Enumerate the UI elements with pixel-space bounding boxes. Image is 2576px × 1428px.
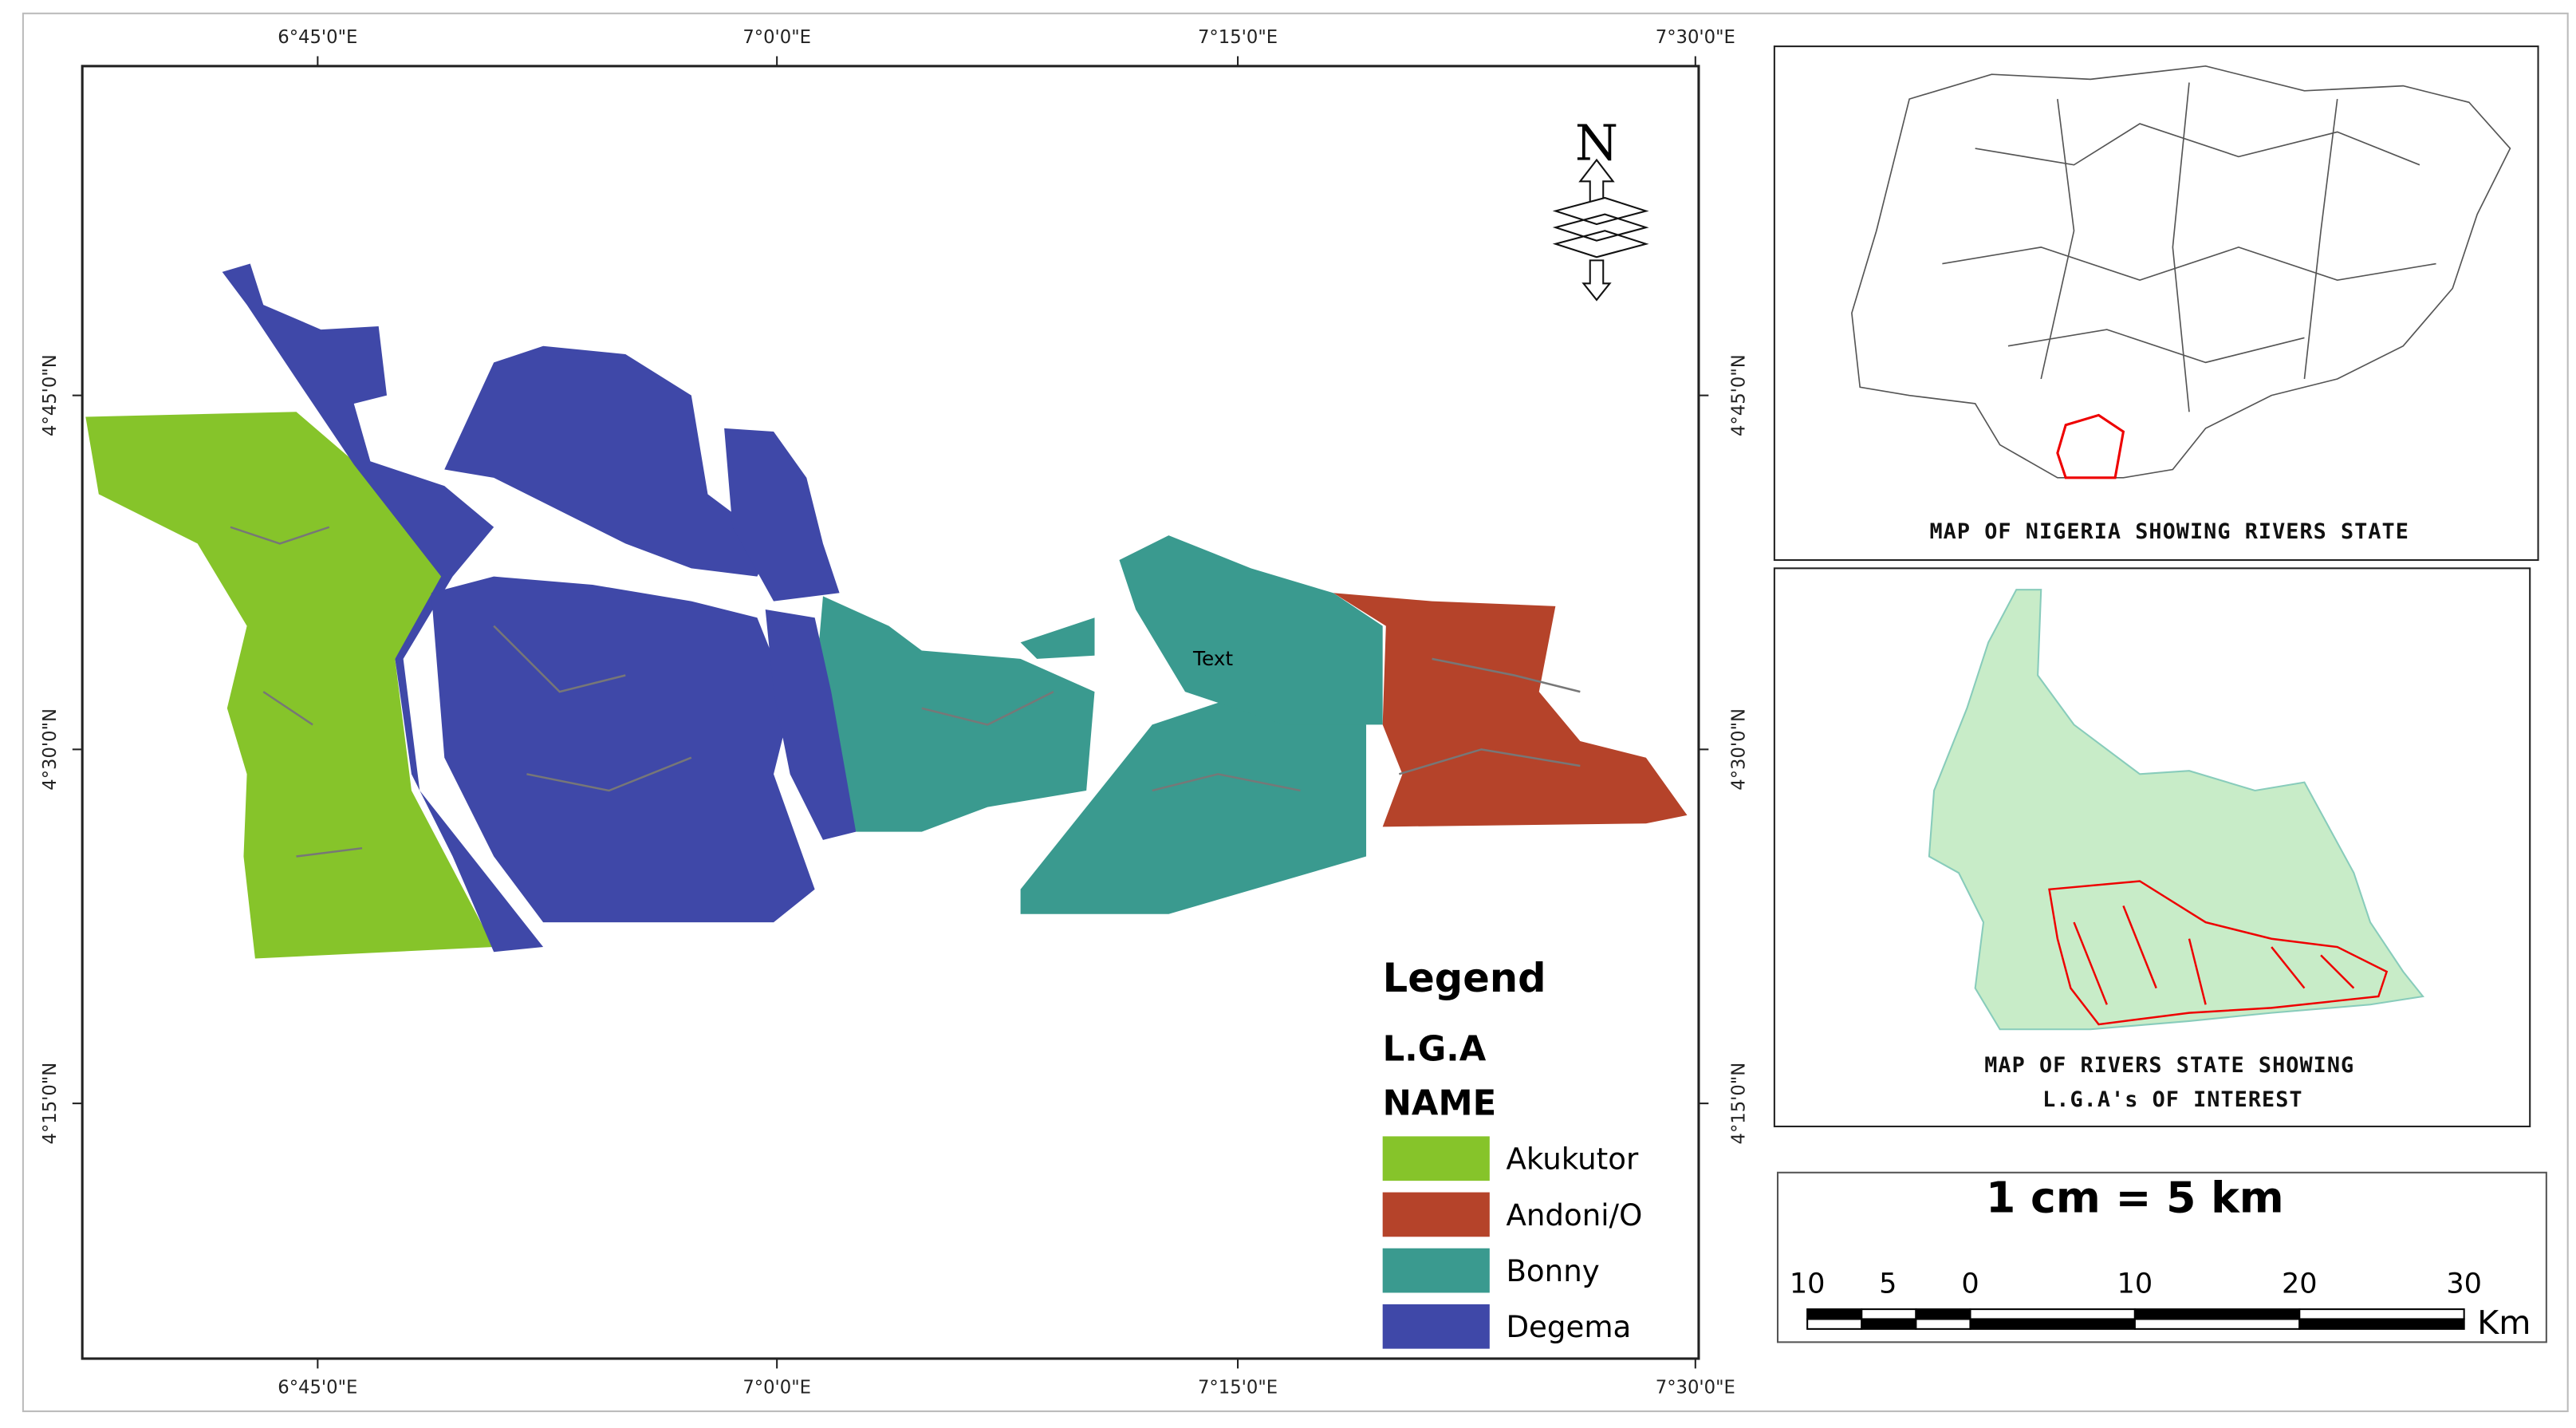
legend-swatch xyxy=(1382,1248,1490,1293)
arrow-tail xyxy=(1581,259,1612,302)
legend-swatch xyxy=(1382,1192,1490,1237)
scale-segment xyxy=(1969,1318,2136,1330)
right-coord-label: 4°30'0"N xyxy=(1729,708,1750,791)
legend-field: NAME xyxy=(1383,1084,1497,1124)
lga-highlight xyxy=(2048,880,2389,1026)
legend-swatch xyxy=(1382,1136,1490,1181)
lga-region xyxy=(1020,617,1095,659)
lga-region xyxy=(724,428,840,602)
legend-label: Bonny xyxy=(1506,1254,1599,1288)
lga-region xyxy=(814,596,1095,832)
nigeria-outline xyxy=(1851,65,2511,479)
bottom-coord-label: 6°45'0"E xyxy=(278,1377,357,1398)
legend-title: Legend xyxy=(1383,955,1546,1001)
lga-region xyxy=(1020,692,1367,914)
legend-swatch xyxy=(1382,1304,1490,1349)
channels xyxy=(230,526,1581,858)
bottom-coord-label: 7°15'0"E xyxy=(1198,1377,1278,1398)
scale-segment xyxy=(1806,1308,1863,1320)
bottom-coord-label: 7°30'0"E xyxy=(1656,1377,1735,1398)
layers-icon xyxy=(1552,196,1649,258)
scale-segment xyxy=(1915,1308,1971,1320)
scale-segment xyxy=(2133,1318,2301,1330)
scale-segment xyxy=(2133,1308,2301,1320)
scale-bar: 10 5 0 10 20 30 xyxy=(1790,1267,2482,1330)
scale-label: 10 xyxy=(1790,1267,1826,1300)
coordinate-labels: 6°45'0"E 6°45'0"E 7°0'0"E 7°0'0"E 7°15'0"E 7°… xyxy=(40,27,1750,1398)
lga-region xyxy=(85,412,494,959)
scale-segment xyxy=(1861,1308,1917,1320)
legend-label: Akukutor xyxy=(1506,1142,1639,1177)
scale-segment xyxy=(1969,1308,2136,1320)
rivers-state xyxy=(1928,589,2424,1031)
scale-label: 0 xyxy=(1961,1267,1979,1300)
left-coord-label: 4°30'0"N xyxy=(40,708,61,791)
top-coord-label: 7°15'0"E xyxy=(1198,27,1278,48)
lga-region xyxy=(444,345,774,577)
legend-items: Akukutor Andoni/O Bonny Degema xyxy=(1382,1136,1642,1349)
legend-subtitle: L.G.A xyxy=(1383,1029,1487,1069)
lga-region xyxy=(1119,535,1383,725)
scale-label: 30 xyxy=(2446,1267,2482,1300)
legend-label: Degema xyxy=(1506,1310,1631,1344)
scale-label: 10 xyxy=(2117,1267,2153,1300)
bottom-coord-label: 7°0'0"E xyxy=(742,1377,811,1398)
right-coord-label: 4°15'0"N xyxy=(1729,1063,1750,1145)
legend-label: Andoni/O xyxy=(1506,1198,1642,1233)
rivers-state-highlight xyxy=(2056,413,2125,479)
scale-segment xyxy=(1915,1318,1971,1330)
inset-title: MAP OF NIGERIA SHOWING RIVERS STATE xyxy=(1929,519,2409,544)
top-coord-label: 7°0'0"E xyxy=(742,27,811,48)
lga-region xyxy=(765,609,857,840)
annotation: Text xyxy=(1192,647,1233,670)
scale-segment xyxy=(1806,1318,1863,1330)
scale-label: 5 xyxy=(1879,1267,1897,1300)
scale-text: 1 cm = 5 km xyxy=(1986,1172,2284,1222)
right-coord-label: 4°45'0"N xyxy=(1729,354,1750,436)
scale-label: 20 xyxy=(2282,1267,2318,1300)
inset-title: L.G.A's OF INTEREST xyxy=(2042,1087,2303,1112)
top-coord-label: 7°30'0"E xyxy=(1656,27,1735,48)
scale-unit: Km xyxy=(2477,1304,2531,1342)
lga-region xyxy=(431,576,815,923)
scale-segment xyxy=(1861,1318,1917,1330)
scale-segment xyxy=(2298,1318,2465,1330)
inset-title: MAP OF RIVERS STATE SHOWING xyxy=(1984,1053,2354,1078)
regions xyxy=(85,263,1688,959)
north-arrow: N xyxy=(1552,114,1649,302)
left-coord-label: 4°15'0"N xyxy=(40,1063,61,1145)
left-coord-label: 4°45'0"N xyxy=(40,354,61,436)
scale-segment xyxy=(2298,1308,2465,1320)
top-coord-label: 6°45'0"E xyxy=(278,27,357,48)
